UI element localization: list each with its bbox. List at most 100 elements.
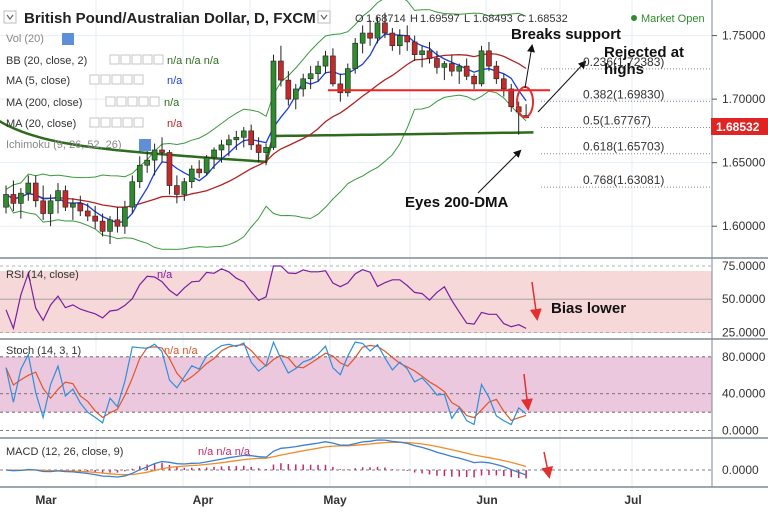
macd-pane: 0.0000 <box>0 439 759 479</box>
legend-ma200[interactable]: MA (200, close) n/a <box>6 97 180 109</box>
candle-body <box>129 181 136 208</box>
candle <box>463 58 470 81</box>
title-chevron-icon[interactable] <box>3 10 17 24</box>
stoch-k-line <box>5 340 527 426</box>
candle-body <box>203 157 210 174</box>
ohlc-open-prefix: O <box>355 13 364 25</box>
stoch-tick-label: 0.0000 <box>722 424 759 438</box>
candle-body <box>441 63 448 68</box>
stoch-label: Stoch (14, 3, 1) <box>6 345 81 357</box>
legend-ma5[interactable]: MA (5, close) n/a <box>6 75 183 87</box>
candle-body <box>426 50 433 59</box>
candle <box>337 73 344 102</box>
candle-body <box>352 42 359 69</box>
ohlc-low: 1.68493 <box>473 13 513 25</box>
legend-ichimoku-label: Ichimoku (9, 26, 52, 26) <box>6 139 122 151</box>
candle-body <box>181 181 188 195</box>
candle-body <box>188 168 195 183</box>
legend-icon-groups <box>89 54 164 128</box>
candle-body <box>47 200 54 214</box>
candle <box>300 73 307 97</box>
candle <box>47 194 54 227</box>
candle <box>434 50 440 74</box>
candle <box>419 45 425 68</box>
candle-body <box>233 136 240 141</box>
legend-ichimoku[interactable]: Ichimoku (9, 26, 52, 26) <box>6 139 151 151</box>
candle <box>144 149 150 173</box>
candle-body <box>99 220 106 232</box>
legend-option-icon <box>116 96 127 107</box>
x-axis-label: Mar <box>35 493 57 507</box>
legend-ma20[interactable]: MA (20, close) n/a <box>6 118 183 130</box>
legend-ma200-label: MA (200, close) <box>6 97 82 109</box>
price-tick-label: 1.70000 <box>722 92 766 106</box>
macd-tick-label: 0.0000 <box>722 463 759 477</box>
candle <box>196 160 202 178</box>
candle-body <box>166 152 173 186</box>
candle <box>359 25 366 54</box>
legend-option-icon <box>111 117 122 128</box>
bias-lower-label: Bias lower <box>551 300 626 317</box>
current-price-badge: 1.68532 <box>711 118 768 135</box>
legend-vol[interactable]: Vol (20) <box>6 33 74 45</box>
legend-option-icon <box>100 117 111 128</box>
candle <box>389 27 396 51</box>
ma5-line <box>5 33 527 224</box>
candle <box>18 188 24 219</box>
candle <box>501 73 507 97</box>
candle <box>367 20 373 46</box>
fib-label: 0.5(1.67767) <box>583 114 651 128</box>
fib-label: 0.236(1.72383) <box>583 55 664 69</box>
candle <box>211 147 217 170</box>
candle-body <box>3 194 9 208</box>
candle <box>99 213 106 237</box>
price-tick-label: 1.60000 <box>722 219 766 233</box>
candle <box>478 45 485 87</box>
candle-body <box>55 190 61 202</box>
candle-body <box>501 78 507 90</box>
legend-option-icon <box>100 74 111 85</box>
legend-bb[interactable]: BB (20, close, 2) n/a n/a n/a <box>6 55 220 67</box>
candle <box>25 175 32 201</box>
candle-body <box>40 200 46 214</box>
ohlc-open: 1.68714 <box>366 13 406 25</box>
legend-option-icon <box>109 54 120 65</box>
candle <box>330 48 336 87</box>
rsi-label: RSI (14, close) <box>6 269 79 281</box>
candle <box>55 183 61 214</box>
title-settings-icon[interactable] <box>317 10 331 24</box>
candle <box>159 137 165 163</box>
candle-body <box>114 219 121 227</box>
candle-body <box>508 88 515 108</box>
ohlc-close: 1.68532 <box>528 13 568 25</box>
candle <box>396 29 403 55</box>
candle-body <box>240 130 247 138</box>
macd-down-arrow <box>541 451 554 479</box>
rsi-value: n/a <box>157 269 173 281</box>
candle-body <box>493 65 500 80</box>
candle <box>84 203 91 222</box>
price-axis: 1.75000 1.70000 1.65000 1.60000 <box>712 29 766 233</box>
candle <box>151 143 158 176</box>
legend-ma20-label: MA (20, close) <box>6 118 76 130</box>
fib-label: 0.768(1.63081) <box>583 173 664 187</box>
candle-body <box>122 206 128 227</box>
candle-body <box>263 147 269 153</box>
legend-option-icon <box>105 96 116 107</box>
candle <box>382 12 388 39</box>
candle-body <box>32 182 39 202</box>
vol-settings-icon[interactable] <box>62 33 74 45</box>
x-axis-label: Apr <box>193 493 214 507</box>
candle <box>122 200 128 234</box>
candle-body <box>344 68 351 94</box>
candle-body <box>25 182 32 194</box>
ichimoku-settings-icon[interactable] <box>139 139 151 151</box>
legend-option-icon <box>131 54 142 65</box>
candle <box>77 195 84 217</box>
candle-body <box>10 194 17 204</box>
legend-option-icon <box>111 74 122 85</box>
candle-body <box>255 144 262 153</box>
rsi-tick-label: 50.0000 <box>722 292 766 306</box>
candle-body <box>248 130 254 146</box>
